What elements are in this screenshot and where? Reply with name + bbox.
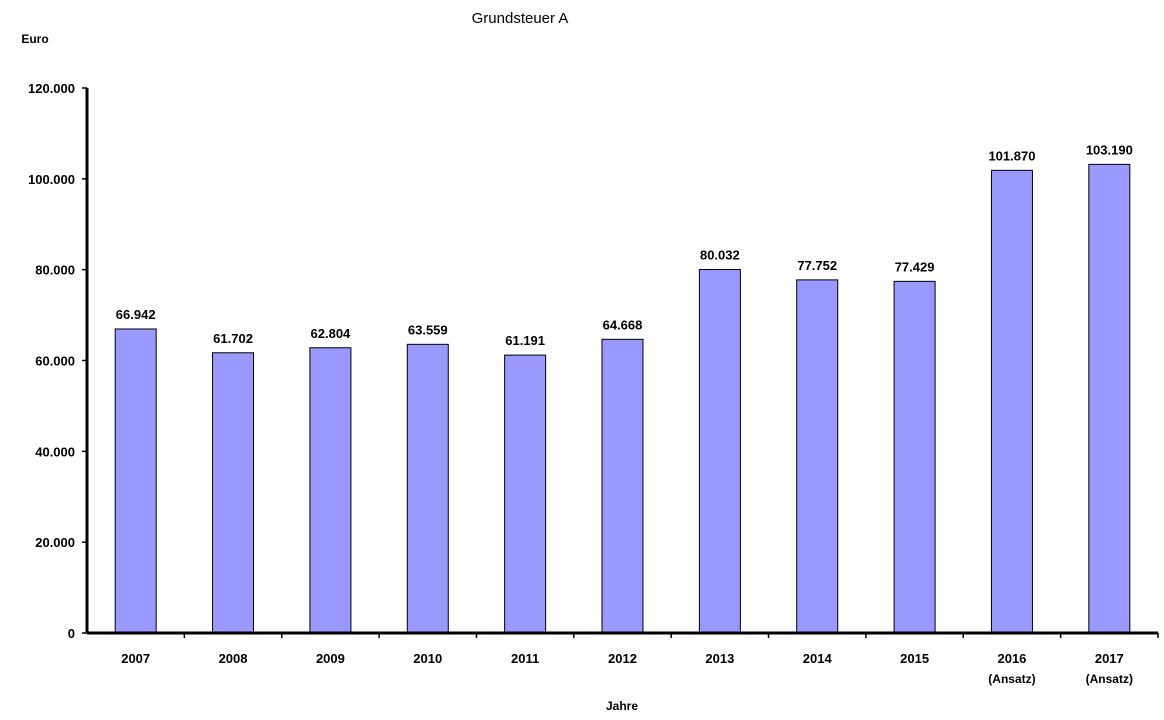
x-tick-label: 2013 (705, 651, 734, 666)
data-label: 61.702 (213, 331, 253, 346)
y-tick-label: 20.000 (35, 535, 75, 550)
x-tick-label: (Ansatz) (988, 672, 1035, 686)
data-label: 77.752 (797, 258, 837, 273)
y-axis-label: Euro (21, 32, 48, 46)
bar (212, 352, 255, 634)
bar (1088, 163, 1131, 634)
bar (114, 328, 157, 634)
x-tick-label: 2017 (1095, 651, 1124, 666)
data-label: 66.942 (116, 307, 156, 322)
y-tick-label: 120.000 (28, 81, 75, 96)
data-label: 61.191 (505, 333, 545, 348)
data-label: 80.032 (700, 248, 740, 263)
data-label: 77.429 (895, 259, 935, 274)
x-tick-label: 2012 (608, 651, 637, 666)
bar (601, 338, 644, 634)
x-tick-label: 2010 (413, 651, 442, 666)
data-label: 103.190 (1086, 142, 1133, 157)
data-label: 64.668 (603, 317, 643, 332)
bar (309, 347, 352, 634)
chart-title: Grundsteuer A (472, 10, 569, 27)
bar (504, 354, 547, 634)
data-label: 101.870 (988, 148, 1035, 163)
x-tick-label: 2007 (121, 651, 150, 666)
x-tick-label: 2009 (316, 651, 345, 666)
data-label: 62.804 (311, 326, 352, 341)
plot-area: 0 20.000 40.000 60.000 80.000 100.000 120.000 6… (28, 81, 1159, 686)
y-tick-label: 80.000 (35, 263, 75, 278)
y-tick-label: 100.000 (28, 172, 75, 187)
x-tick-label: 2011 (511, 651, 539, 666)
data-label: 63.559 (408, 322, 448, 337)
y-tick-label: 60.000 (35, 354, 75, 369)
x-axis-label: Jahre (606, 699, 638, 713)
y-tick-label: 0 (68, 626, 75, 641)
x-tick-label: 2014 (803, 651, 833, 666)
y-tick-label: 40.000 (35, 444, 75, 459)
bar (796, 279, 839, 634)
x-tick-label: (Ansatz) (1086, 672, 1133, 686)
bar (698, 269, 741, 634)
bar (990, 169, 1033, 634)
x-tick-label: 2008 (219, 651, 248, 666)
bar (893, 280, 936, 634)
bar (406, 343, 449, 634)
x-tick-label: 2015 (900, 651, 929, 666)
x-tick-label: 2016 (997, 651, 1026, 666)
